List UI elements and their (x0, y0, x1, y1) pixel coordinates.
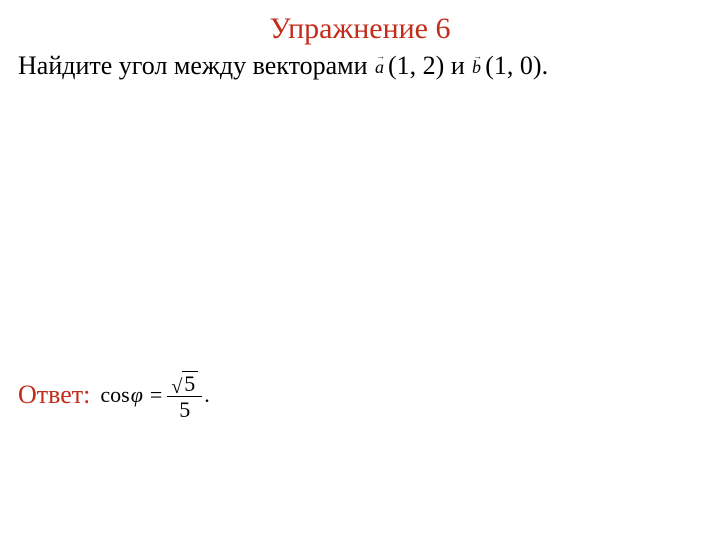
radicand: 5 (182, 371, 198, 396)
equals-sign: = (150, 382, 162, 408)
vector-b-coords: (1, 0). (485, 51, 548, 80)
vector-a-coords: (1, 2) (388, 51, 444, 80)
answer-row: Ответ: cos φ = √ 5 5 . (18, 370, 210, 420)
answer-label: Ответ: (18, 380, 90, 410)
cos-text: cos (100, 382, 129, 408)
problem-statement: Найдите угол между векторами → a (1, 2) … (18, 50, 702, 83)
vector-b-symbol: → b (471, 52, 485, 76)
exercise-title: Упражнение 6 (18, 12, 702, 46)
problem-conjunction: и (451, 51, 471, 80)
vector-a: → a (1, 2) (374, 51, 451, 80)
fraction-denominator: 5 (175, 397, 194, 421)
phi-symbol: φ (131, 382, 143, 408)
formula-period: . (204, 382, 210, 408)
sqrt: √ 5 (171, 371, 198, 396)
svg-text:a: a (375, 57, 384, 76)
fraction-numerator: √ 5 (167, 371, 202, 397)
answer-formula: cos φ = √ 5 5 . (100, 370, 209, 420)
slide: Упражнение 6 Найдите угол между векторам… (0, 0, 720, 540)
vector-b: → b (1, 0). (471, 51, 548, 80)
svg-text:b: b (472, 57, 481, 76)
radical-sign: √ (171, 377, 182, 397)
fraction: √ 5 5 (167, 371, 202, 421)
vector-a-symbol: → a (374, 52, 388, 76)
problem-prefix: Найдите угол между векторами (18, 51, 374, 80)
